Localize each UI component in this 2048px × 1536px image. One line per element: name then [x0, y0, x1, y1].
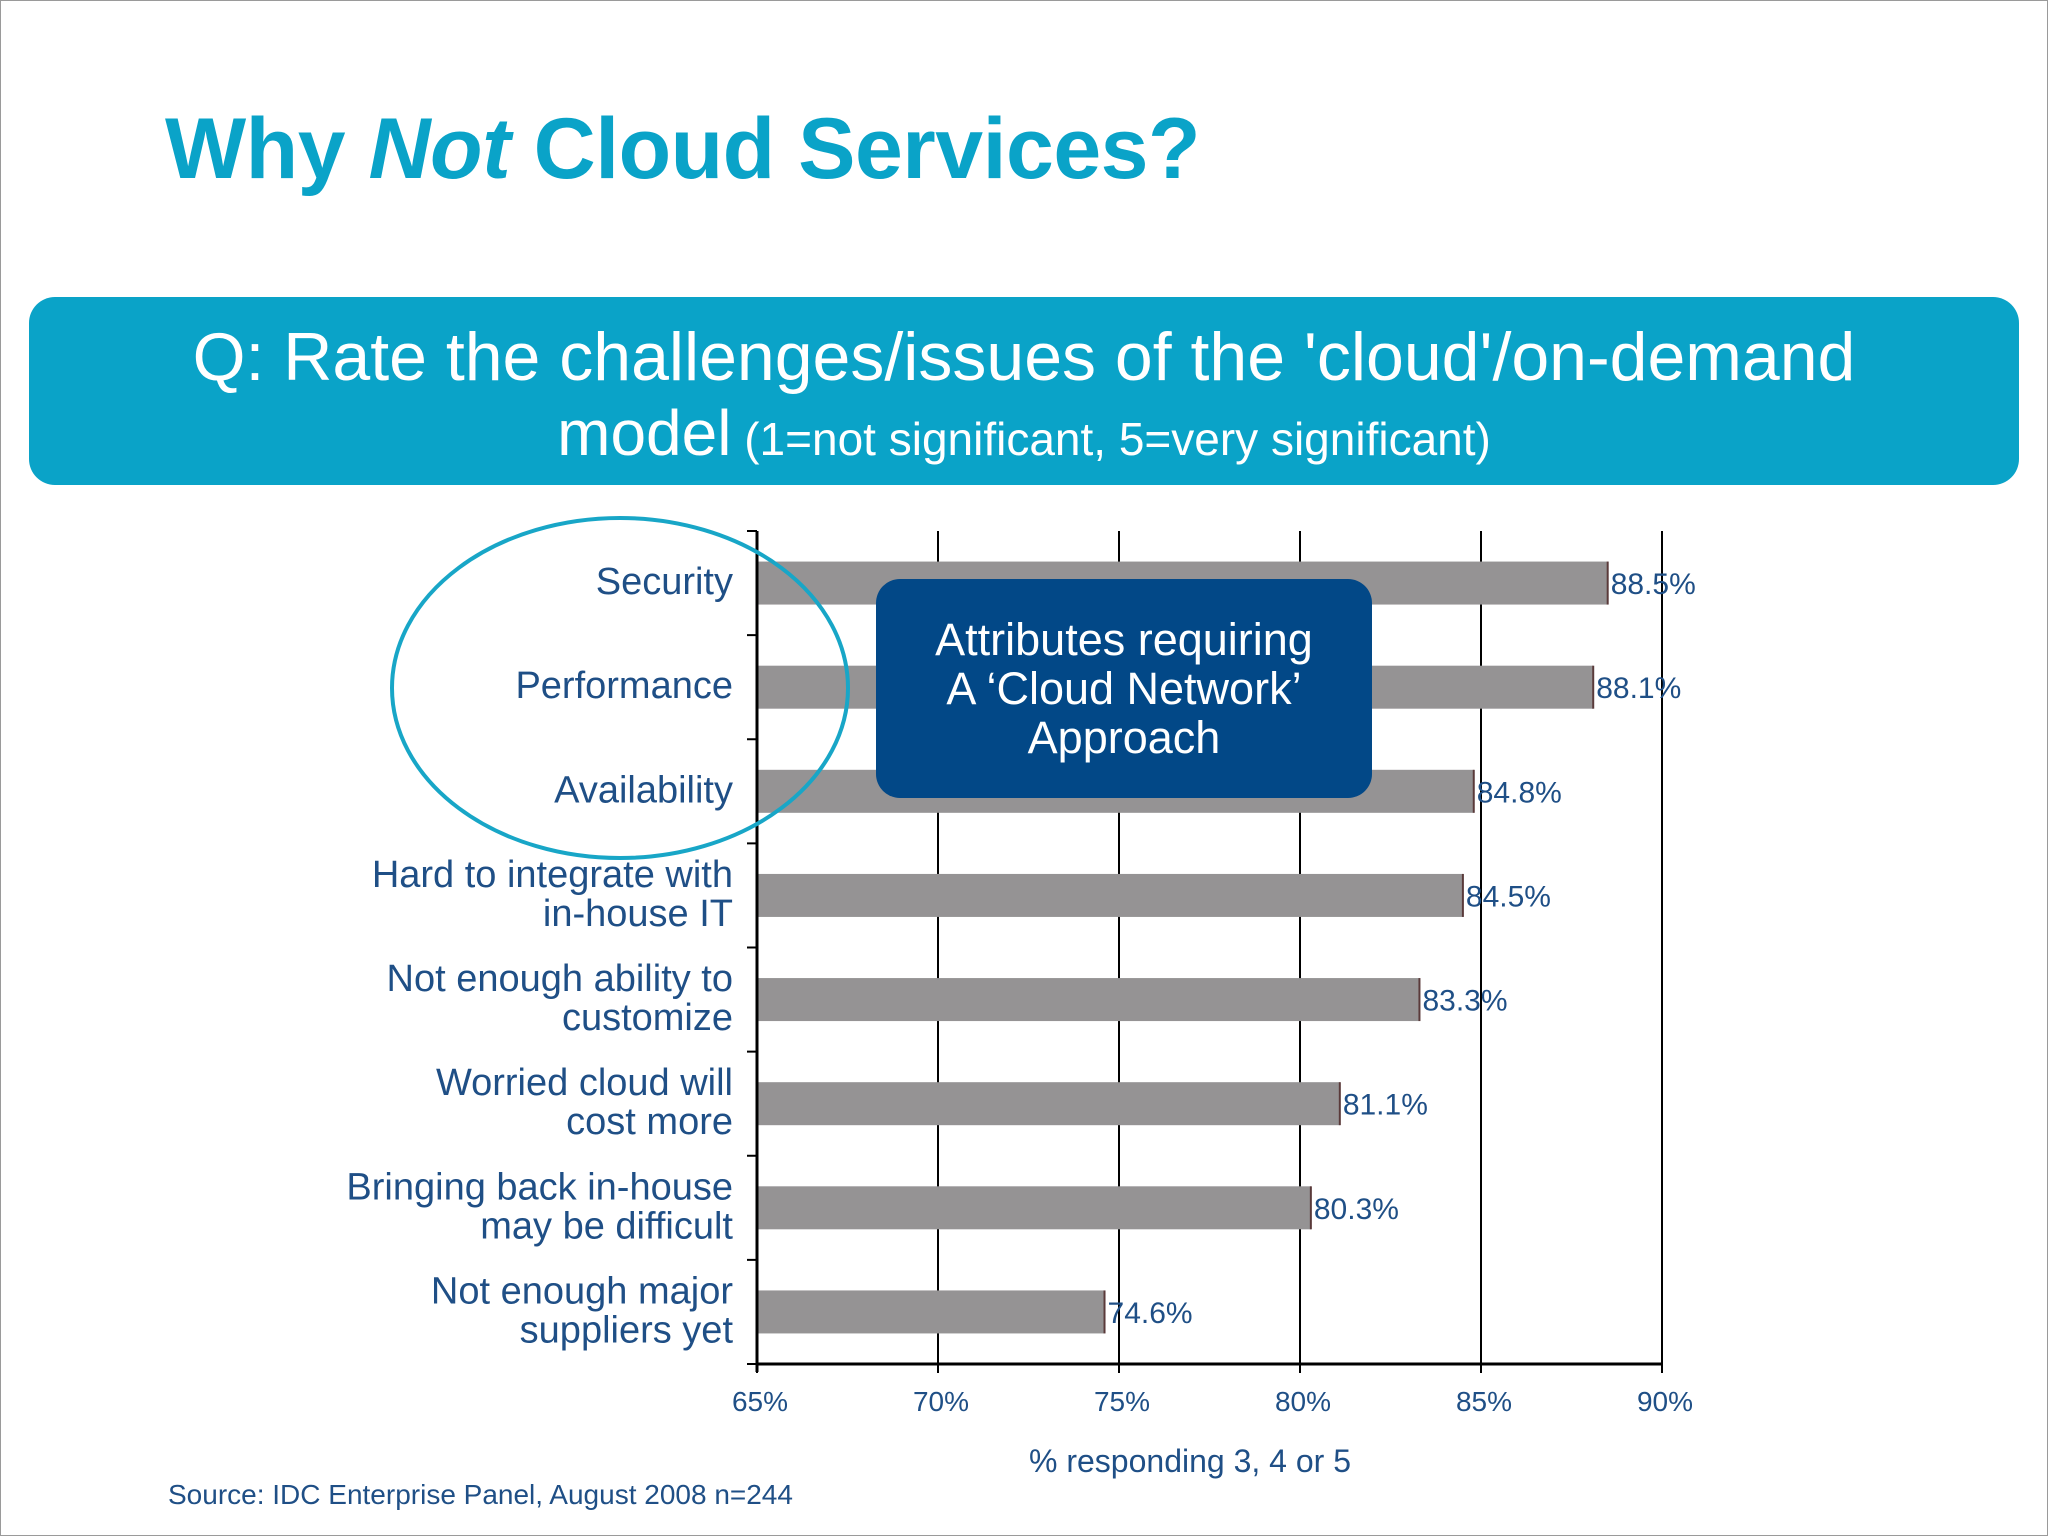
x-tick-label: 90%	[1637, 1386, 1693, 1417]
data-label: 80.3%	[1314, 1193, 1399, 1226]
category-label-line: Security	[596, 561, 733, 603]
category-label-line: suppliers yet	[520, 1309, 734, 1351]
category-label: Not enough ability to customize	[387, 958, 733, 1039]
data-label: 74.6%	[1108, 1297, 1193, 1330]
category-label-line: Worried cloud will	[436, 1062, 733, 1104]
callout-line-3: Approach	[1027, 712, 1221, 763]
x-axis-title: % responding 3, 4 or 5	[1029, 1443, 1351, 1479]
x-tick-label: 65%	[732, 1386, 788, 1417]
slide-title: Why Not Cloud Services?	[165, 100, 1201, 199]
category-label-line: cost more	[566, 1101, 733, 1143]
x-tick-label: 80%	[1275, 1386, 1331, 1417]
question-line1: Q: Rate the challenges/issues of the 'cl…	[192, 319, 1856, 395]
category-label-line: may be difficult	[480, 1205, 733, 1247]
axes	[747, 530, 1663, 1373]
category-label: Availability	[554, 769, 733, 811]
x-tick-label: 85%	[1456, 1386, 1512, 1417]
category-label: Hard to integrate with in-house IT	[372, 854, 733, 935]
x-tick-label: 75%	[1094, 1386, 1150, 1417]
category-label-line: Bringing back in-house	[346, 1166, 733, 1208]
title-emphasis: Not	[368, 101, 511, 197]
question-line2-main: model	[557, 397, 732, 469]
bar	[757, 978, 1420, 1022]
x-tick-label: 70%	[913, 1386, 969, 1417]
data-label: 88.1%	[1596, 672, 1681, 705]
bar	[757, 1186, 1311, 1230]
highlight-ellipse	[390, 516, 850, 860]
category-label-line: Availability	[554, 769, 733, 811]
bar	[757, 1290, 1105, 1334]
category-label: Security	[596, 561, 733, 603]
data-label: 88.5%	[1611, 568, 1696, 601]
callout-box: Attributes requiring A ‘Cloud Network’ A…	[876, 579, 1372, 798]
source-note: Source: IDC Enterprise Panel, August 200…	[168, 1479, 793, 1510]
bar	[757, 873, 1463, 917]
title-prefix: Why	[165, 101, 369, 197]
question-banner: Q: Rate the challenges/issues of the 'cl…	[29, 297, 2019, 485]
data-label: 84.5%	[1466, 880, 1551, 913]
callout-line-1: Attributes requiring	[935, 614, 1313, 665]
category-label: Worried cloud will cost more	[436, 1062, 733, 1143]
category-label-line: in-house IT	[543, 893, 733, 935]
title-suffix: Cloud Services?	[510, 101, 1201, 197]
bar	[757, 1082, 1340, 1126]
data-label: 83.3%	[1422, 985, 1507, 1018]
category-label: Not enough major suppliers yet	[431, 1270, 734, 1351]
data-label: 84.8%	[1477, 776, 1562, 809]
question-line2: model (1=not significant, 5=very signifi…	[29, 401, 2019, 465]
category-label-line: customize	[562, 997, 733, 1039]
data-label: 81.1%	[1343, 1089, 1428, 1122]
category-label: Performance	[515, 665, 733, 707]
category-label-line: Not enough major	[431, 1270, 733, 1312]
category-label-line: Not enough ability to	[387, 958, 733, 1000]
category-label-line: Performance	[515, 665, 733, 707]
category-label-line: Hard to integrate with	[372, 854, 733, 896]
labels: 65% 70% 75% 80% 85% 90% 88.5% Security 88.1% Perf…	[346, 561, 1695, 1417]
question-scale-note: (1=not significant, 5=very significant)	[731, 413, 1491, 465]
callout-line-2: A ‘Cloud Network’	[946, 663, 1302, 714]
category-label: Bringing back in-house may be difficult	[346, 1166, 733, 1247]
